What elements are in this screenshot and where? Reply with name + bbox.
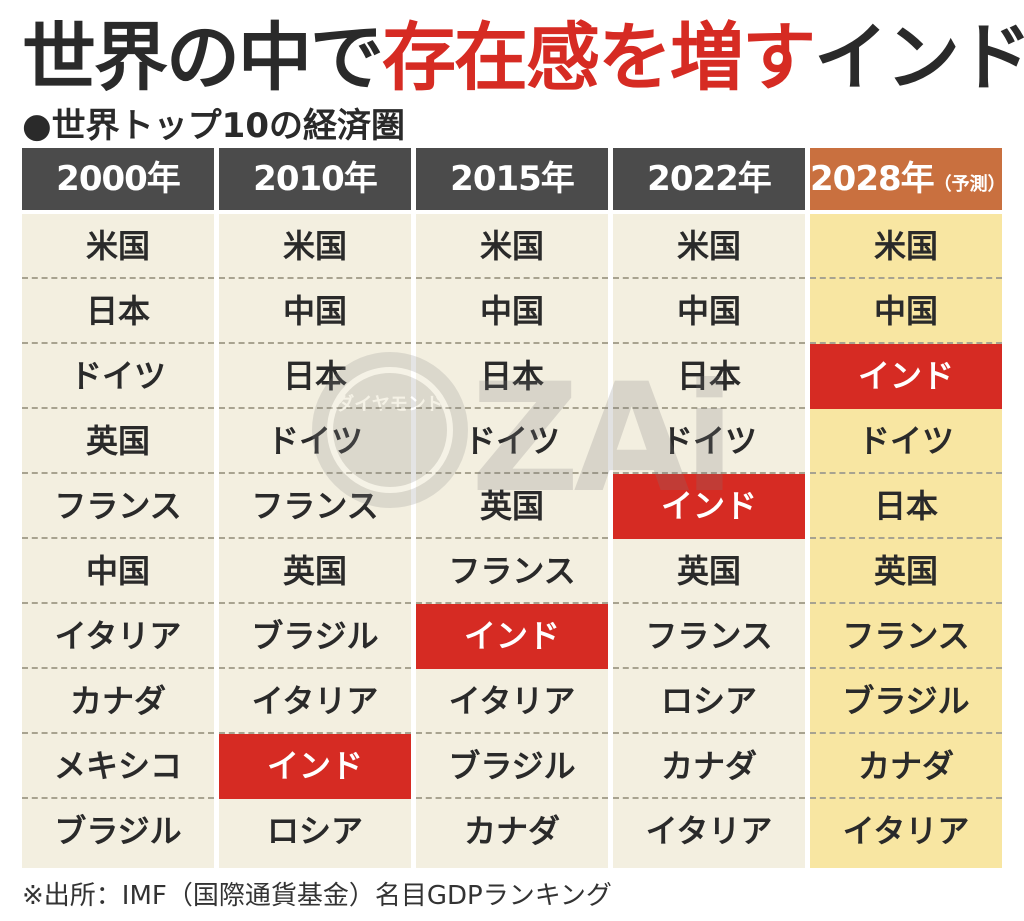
- ranking-cell: フランス: [219, 474, 411, 539]
- ranking-cell: カナダ: [463, 812, 560, 850]
- column-4: 2028年（予測） 米国 中国 インド ドイツ 日本 英国 フランス ブラジル カナダ イタリア: [810, 148, 1006, 868]
- ranking-cell: 米国: [219, 214, 411, 279]
- column-body: 米国 中国 インド ドイツ 日本 英国 フランス ブラジル カナダイタリア: [810, 214, 1002, 868]
- column-note: （予測）: [933, 174, 1006, 195]
- ranking-cell: カナダ: [810, 734, 1002, 799]
- column-header: 2028年（予測）: [810, 148, 1006, 210]
- ranking-cell: ブラジル: [219, 604, 411, 669]
- column-body: 米国 中国 日本 ドイツ インド 英国 フランス ロシア カナダイタリア: [613, 214, 805, 868]
- ranking-cell: イタリア: [219, 669, 411, 734]
- ranking-cell: 日本: [613, 344, 805, 409]
- ranking-cell: 英国: [22, 409, 214, 474]
- ranking-cell-highlight: インド: [613, 474, 805, 539]
- ranking-cell: 日本: [219, 344, 411, 409]
- ranking-cell: イタリア: [842, 812, 970, 850]
- ranking-cell-highlight: インド: [219, 734, 411, 799]
- column-year: 2000年: [56, 159, 181, 199]
- ranking-cell: ドイツ: [613, 409, 805, 474]
- ranking-cell: 中国: [613, 279, 805, 344]
- ranking-cell: ドイツ: [219, 409, 411, 474]
- column-year: 2028年: [810, 159, 935, 199]
- title-part-3: インド: [814, 15, 1024, 101]
- ranking-cell: フランス: [22, 474, 214, 539]
- page-title: 世界の中で存在感を増すインド: [22, 8, 1024, 108]
- ranking-cell: カナダ: [613, 734, 805, 799]
- ranking-cell: イタリア: [416, 669, 608, 734]
- ranking-cell: 米国: [22, 214, 214, 279]
- column-body: 米国 中国 日本 ドイツ 英国 フランス インド イタリア ブラジルカナダ: [416, 214, 608, 868]
- ranking-table: 2000年 米国 日本 ドイツ 英国 フランス 中国 イタリア カナダ メキシコ ブラジル 2010年…: [22, 148, 1006, 868]
- ranking-cell: フランス: [416, 539, 608, 604]
- column-header: 2010年: [219, 148, 411, 210]
- column-header: 2022年: [613, 148, 805, 210]
- column-year: 2015年: [450, 159, 575, 199]
- ranking-cell: ブラジル: [416, 734, 608, 799]
- ranking-cell: 英国: [810, 539, 1002, 604]
- ranking-cell: 日本: [810, 474, 1002, 539]
- ranking-cell: 中国: [22, 539, 214, 604]
- ranking-cell: イタリア: [22, 604, 214, 669]
- column-2: 2015年米国 中国 日本 ドイツ 英国 フランス インド イタリア ブラジルカナダ: [416, 148, 608, 868]
- ranking-cell: ロシア: [266, 812, 363, 850]
- ranking-cell: ドイツ: [416, 409, 608, 474]
- ranking-cell: メキシコ: [22, 734, 214, 799]
- ranking-cell: 米国: [613, 214, 805, 279]
- column-0: 2000年米国 日本 ドイツ 英国 フランス 中国 イタリア カナダ メキシコブラジル: [22, 148, 214, 868]
- column-header: 2015年: [416, 148, 608, 210]
- ranking-cell: 米国: [810, 214, 1002, 279]
- ranking-cell: ドイツ: [22, 344, 214, 409]
- ranking-cell: フランス: [810, 604, 1002, 669]
- ranking-cell-highlight: インド: [810, 344, 1002, 409]
- column-year: 2010年: [253, 159, 378, 199]
- ranking-cell: 英国: [219, 539, 411, 604]
- title-part-1: 世界の中で: [22, 15, 384, 101]
- ranking-cell: 日本: [22, 279, 214, 344]
- ranking-cell: ロシア: [613, 669, 805, 734]
- title-part-2: 存在感を増す: [382, 15, 816, 101]
- ranking-cell: ブラジル: [54, 812, 182, 850]
- table-subtitle: ●世界トップ10の経済圏: [22, 106, 405, 146]
- ranking-cell: 英国: [613, 539, 805, 604]
- ranking-cell: 中国: [219, 279, 411, 344]
- ranking-cell: フランス: [613, 604, 805, 669]
- column-1: 2010年米国 中国 日本 ドイツ フランス 英国 ブラジル イタリア インドロシア: [219, 148, 411, 868]
- ranking-cell: 中国: [416, 279, 608, 344]
- ranking-cell: ブラジル: [810, 669, 1002, 734]
- ranking-cell-highlight: インド: [416, 604, 608, 669]
- ranking-cell: 英国: [416, 474, 608, 539]
- ranking-cell: 日本: [416, 344, 608, 409]
- ranking-cell: カナダ: [22, 669, 214, 734]
- ranking-cell: 米国: [416, 214, 608, 279]
- column-body: 米国 日本 ドイツ 英国 フランス 中国 イタリア カナダ メキシコブラジル: [22, 214, 214, 868]
- ranking-cell: イタリア: [645, 812, 773, 850]
- column-3: 2022年米国 中国 日本 ドイツ インド 英国 フランス ロシア カナダイタリア: [613, 148, 805, 868]
- column-year: 2022年: [647, 159, 772, 199]
- source-footnote: ※出所：IMF（国際通貨基金）名目GDPランキング: [22, 881, 612, 911]
- ranking-cell: ドイツ: [810, 409, 1002, 474]
- column-header: 2000年: [22, 148, 214, 210]
- ranking-cell: 中国: [810, 279, 1002, 344]
- column-body: 米国 中国 日本 ドイツ フランス 英国 ブラジル イタリア インドロシア: [219, 214, 411, 868]
